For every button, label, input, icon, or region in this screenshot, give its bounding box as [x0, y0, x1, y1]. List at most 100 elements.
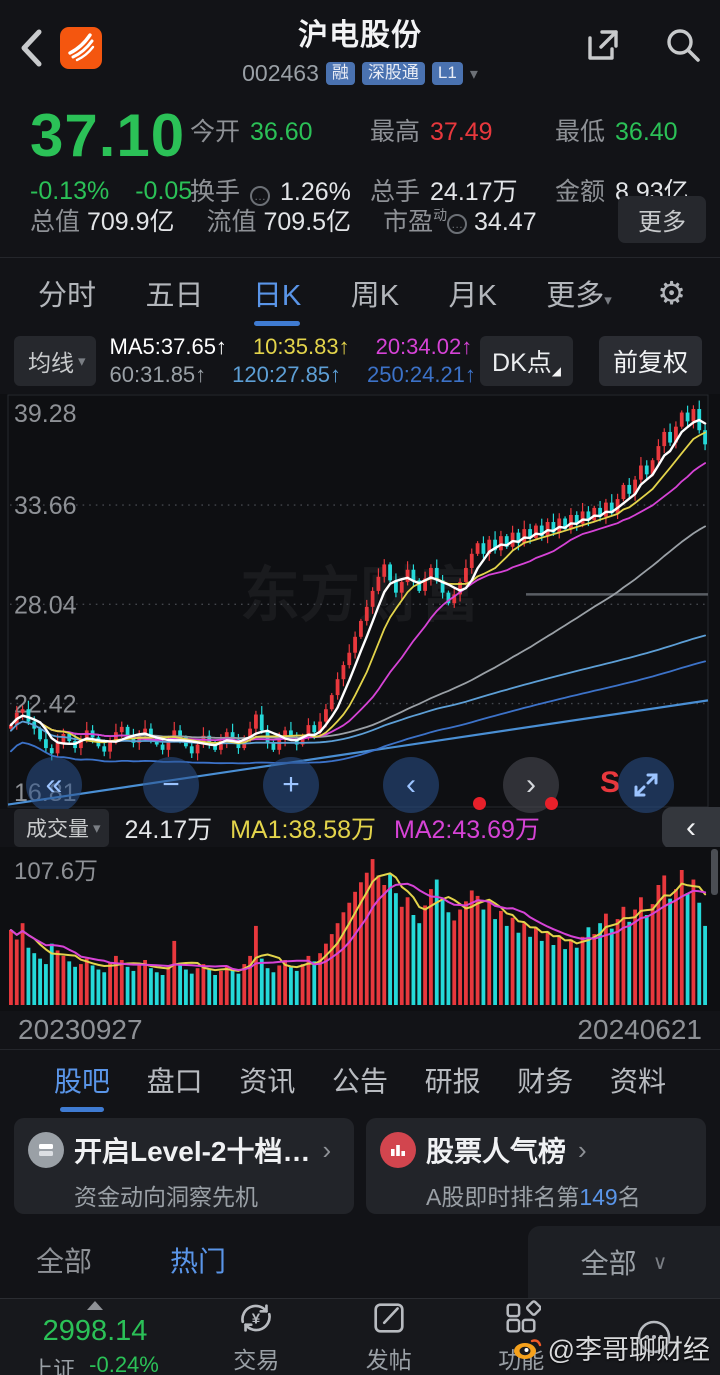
fullscreen-button[interactable] — [618, 757, 674, 814]
info-icon[interactable]: … — [250, 185, 271, 206]
quote-panel: 37.10 -0.13% -0.05 今开 36.60 最高 37.49 最低 36.… — [0, 96, 720, 258]
popularity-icon — [380, 1132, 416, 1169]
rank-prefix: A股即时排名第 — [426, 1184, 580, 1211]
tab-guba[interactable]: 股吧 — [52, 1050, 112, 1110]
cap-value: 709.9亿 — [86, 207, 175, 236]
ma10-value: 10:35.83↑ — [252, 333, 350, 359]
tab-financials[interactable]: 财务 — [517, 1066, 574, 1098]
collapse-left-button[interactable]: « — [26, 757, 82, 814]
ma-selector-button[interactable]: 均线 ▾ — [14, 335, 96, 386]
index-value: 2998.14 — [42, 1315, 148, 1347]
volume-ma2: MA2:43.69万 — [394, 816, 540, 845]
level2-promo-card[interactable]: 开启Level-2十档… › 资金动向洞察先机 — [14, 1118, 354, 1215]
tab-research[interactable]: 研报 — [424, 1066, 481, 1098]
volume-chart[interactable]: 107.6万 — [0, 847, 720, 1012]
cap-label: 市盈 — [383, 207, 434, 236]
cap-label: 总值 — [30, 207, 81, 236]
back-button[interactable] — [18, 18, 58, 78]
quote-stats-grid: 今开 36.60 最高 37.49 最低 36.40 换手 … 1.26% 总手 24.17… — [190, 112, 710, 208]
tab-monthly-k[interactable]: 月K — [448, 279, 497, 312]
level2-icon — [28, 1132, 64, 1169]
caret-down-icon: ▾ — [604, 291, 612, 309]
chevron-left-icon: ‹ — [406, 768, 416, 802]
index-name: 上证 — [31, 1357, 76, 1375]
trade-icon: ¥ — [241, 1304, 272, 1332]
grid-icon — [506, 1300, 542, 1333]
stat-label: 今开 — [190, 117, 241, 146]
stat-value: 37.49 — [430, 117, 493, 146]
forward-adjust-button[interactable]: 前复权 — [598, 335, 702, 386]
back-chevron-icon — [21, 29, 42, 67]
chevron-right-icon: › — [578, 1134, 587, 1165]
caret-down-icon[interactable]: ▾ — [469, 65, 478, 83]
tab-order-book[interactable]: 盘口 — [146, 1066, 203, 1098]
eastmoney-logo-icon[interactable] — [60, 26, 102, 69]
dk-point-button[interactable]: DK点◢ — [480, 335, 573, 386]
chevron-right-icon: › — [322, 1134, 332, 1165]
popularity-rank-card[interactable]: 股票人气榜 › A股即时排名第149名 — [366, 1118, 706, 1215]
popularity-card-subtitle: A股即时排名第149名 — [426, 1178, 692, 1212]
tab-5day[interactable]: 五日 — [145, 279, 204, 312]
margin-badge: 融 — [325, 62, 355, 85]
info-icon[interactable]: … — [447, 213, 468, 234]
indicator-bar: 均线 ▾ MA5:37.65↑ 10:35.83↑ 20:34.02↑ 60:31… — [0, 327, 720, 394]
nav-more[interactable] — [588, 1299, 720, 1375]
pan-left-button[interactable]: ‹ — [383, 757, 439, 814]
nav-trade-label: 交易 — [233, 1347, 280, 1373]
s-signal-marker: S — [600, 766, 621, 800]
level-badge: L1 — [431, 62, 463, 85]
caps-row: 总值 709.9亿 流值 709.5亿 市盈动… 34.47 更多 — [30, 196, 706, 244]
start-date: 20230927 — [18, 1014, 143, 1046]
weibo-icon — [513, 1338, 541, 1359]
corner-fold-icon: ◢ — [551, 363, 561, 378]
rank-number: 149 — [579, 1184, 618, 1211]
stat-value: 36.40 — [615, 117, 678, 146]
search-icon[interactable] — [662, 24, 704, 66]
cap-value: 34.47 — [474, 207, 537, 236]
tab-more-periods[interactable]: 更多▾ — [542, 258, 616, 328]
expand-up-icon[interactable] — [87, 1301, 103, 1310]
watermark: @李哥聊财经 — [512, 1328, 710, 1367]
gear-icon[interactable]: ⚙ — [657, 274, 686, 311]
tab-news[interactable]: 资讯 — [239, 1066, 296, 1098]
index-quote-item[interactable]: 2998.14 上证 -0.24% — [0, 1299, 190, 1375]
nav-post[interactable]: 发帖 — [323, 1299, 456, 1375]
minus-icon: − — [162, 768, 180, 802]
pe-dynamic-sup: 动 — [433, 206, 448, 223]
stat-label: 最高 — [370, 117, 421, 146]
zoom-out-button[interactable]: − — [143, 757, 199, 814]
volume-value: 24.17万 — [124, 816, 213, 845]
svg-text:28.04: 28.04 — [14, 592, 77, 620]
zoom-in-button[interactable]: + — [263, 757, 319, 814]
share-icon[interactable] — [582, 24, 624, 66]
watermark-text: @李哥聊财经 — [547, 1335, 710, 1365]
scrollbar-indicator[interactable] — [711, 849, 718, 896]
filter-all[interactable]: 全部 — [36, 1246, 93, 1278]
more-ellipsis-icon — [637, 1320, 671, 1354]
nav-trade[interactable]: ¥ 交易 — [190, 1299, 323, 1375]
tab-announcements[interactable]: 公告 — [331, 1066, 388, 1098]
volume-selector-button[interactable]: 成交量 ▾ — [14, 809, 109, 848]
change-percent: -0.13% — [30, 176, 110, 205]
dk-label: DK点 — [492, 348, 552, 377]
tab-daily-k[interactable]: 日K — [249, 258, 305, 328]
svg-text:22.42: 22.42 — [14, 691, 77, 719]
collapse-panel-button[interactable]: ‹ — [662, 807, 720, 850]
tab-weekly-k[interactable]: 周K — [350, 279, 400, 312]
filter-hot[interactable]: 热门 — [170, 1246, 227, 1278]
tab-minute[interactable]: 分时 — [38, 279, 97, 312]
tab-profile[interactable]: 资料 — [609, 1066, 666, 1098]
nav-post-label: 发帖 — [365, 1347, 412, 1373]
svg-text:39.28: 39.28 — [14, 400, 77, 428]
level2-card-subtitle: 资金动向洞察先机 — [74, 1184, 258, 1211]
level2-card-title: 开启Level-2十档… — [74, 1136, 311, 1168]
cap-label: 流值 — [206, 207, 257, 236]
index-change: -0.24% — [89, 1352, 159, 1375]
more-stats-button[interactable]: 更多 — [618, 196, 706, 244]
stat-label: 金额 — [555, 177, 606, 206]
end-date: 20240621 — [577, 1014, 702, 1046]
filter-dropdown[interactable]: 全部 ∨ — [528, 1226, 720, 1299]
stat-label: 最低 — [555, 117, 606, 146]
stat-value: 36.60 — [250, 117, 313, 146]
